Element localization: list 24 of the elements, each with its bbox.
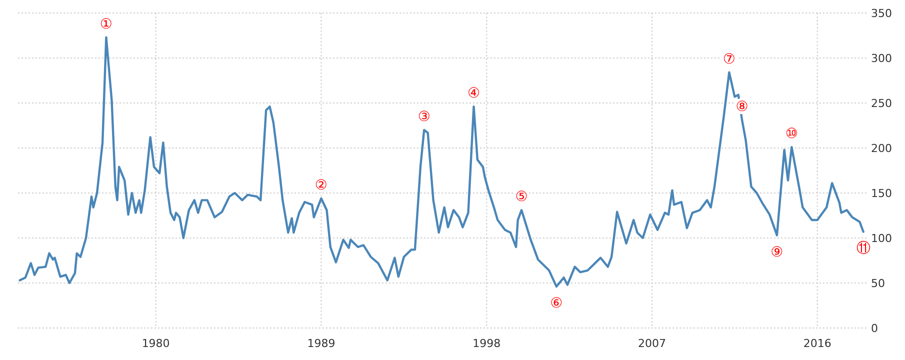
x-tick-label: 1989 [307,337,336,350]
annotation: ⑥ [550,296,563,312]
x-tick-label: 1998 [472,337,501,350]
annotation: ⑦ [722,51,736,68]
annotation: ⑨ [770,244,784,260]
x-tick-label: 2016 [803,337,832,350]
y-tick-label: 250 [871,97,892,110]
annotation: ① [100,16,112,32]
y-tick-label: 150 [871,187,892,200]
annotation: ④ [467,86,480,102]
x-tick-label: 1980 [142,337,170,350]
y-tick-label: 50 [871,277,885,290]
y-tick-label: 300 [871,52,892,65]
annotation: ⑩ [785,126,798,142]
y-tick-label: 100 [871,232,892,245]
y-tick-label: 350 [871,7,892,20]
annotation: ⑧ [736,99,748,116]
y-tick-label: 200 [871,142,892,155]
annotation: ⑪ [856,240,870,257]
annotation: ② [314,177,328,194]
x-tick-label: 2007 [638,337,666,350]
annotation: ⑤ [515,189,528,206]
annotation: ③ [418,109,430,125]
y-tick-label: 0 [871,322,878,335]
